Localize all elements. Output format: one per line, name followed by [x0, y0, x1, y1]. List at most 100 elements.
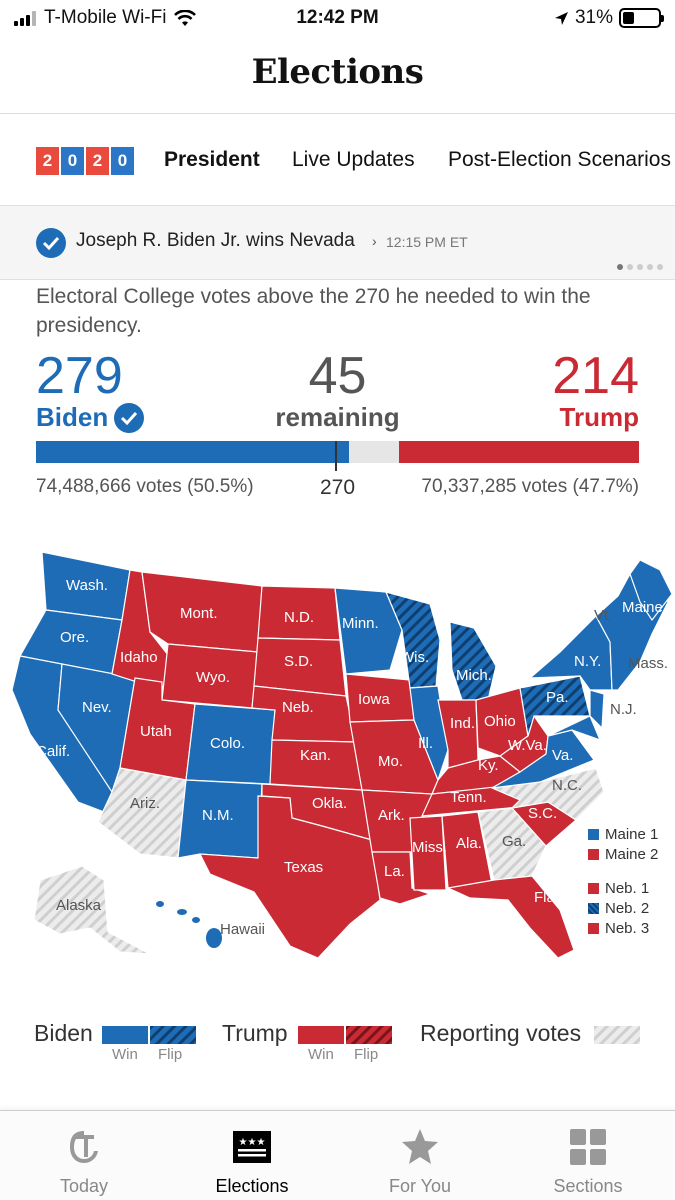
state-label: Calif. — [36, 743, 70, 760]
tab-president[interactable]: President — [164, 148, 260, 171]
state-label: Maine — [622, 599, 663, 616]
app-header: Elections — [0, 40, 675, 114]
legend-reporting-label: Reporting votes — [420, 1020, 582, 1046]
state-maine[interactable] — [629, 559, 673, 622]
state-label: Tenn. — [450, 789, 487, 806]
state-label: Ariz. — [130, 795, 160, 812]
state-pennsylvania[interactable] — [519, 675, 591, 737]
status-bar: T-Mobile Wi-Fi 12:42 PM 31% — [0, 0, 675, 40]
district-label: Neb. 3 — [605, 919, 650, 937]
legend-biden-label: Biden — [34, 1020, 93, 1046]
winner-check-icon — [114, 402, 145, 433]
district-swatch — [588, 902, 599, 914]
carousel-dot[interactable] — [617, 264, 623, 270]
district-swatch — [588, 882, 599, 894]
battery-icon — [619, 8, 664, 28]
battery-percent: 31% — [574, 7, 613, 28]
biden-label: Biden — [36, 402, 145, 433]
svg-text:★★★: ★★★ — [239, 1137, 266, 1148]
state-label: Ind. — [450, 715, 475, 732]
state-mississippi[interactable] — [409, 815, 447, 891]
district-label: Neb. 1 — [605, 879, 650, 897]
tab-live-updates[interactable]: Live Updates — [292, 148, 415, 171]
legend-biden-win-swatch — [102, 1026, 148, 1044]
carousel-dot[interactable] — [647, 264, 653, 270]
state-label: Pa. — [546, 689, 569, 706]
state-label: Colo. — [210, 735, 245, 752]
nav-label: Today — [59, 1176, 109, 1196]
state-virginia[interactable] — [491, 729, 595, 789]
remaining-electoral-votes: 45 — [308, 347, 367, 405]
nav-sections[interactable]: Sections — [504, 1111, 672, 1200]
banner-timestamp: 12:15 PM ET — [386, 234, 468, 250]
biden-electoral-votes: 279 — [36, 347, 123, 405]
summary-description: Electoral College votes above the 270 he… — [36, 285, 591, 337]
biden-bar-segment — [36, 441, 349, 463]
nav-elections[interactable]: ★★★ Elections — [168, 1111, 336, 1200]
year-2020-logo[interactable]: 2 0 2 0 — [36, 147, 134, 175]
state-label: N.Y. — [574, 653, 601, 670]
ballot-icon: ★★★ — [232, 1127, 272, 1167]
state-louisiana[interactable] — [371, 851, 432, 905]
district-legend-row: Maine 2 — [588, 844, 658, 864]
state-label: Ky. — [478, 757, 499, 774]
state-texas[interactable] — [198, 795, 381, 959]
location-arrow-icon — [554, 11, 568, 25]
state-label: Ohio — [484, 713, 516, 730]
nav-for-you[interactable]: For You — [336, 1111, 504, 1200]
state-label: Miss. — [412, 839, 447, 856]
state-maryland[interactable] — [547, 715, 602, 742]
state-north-carolina[interactable] — [489, 767, 605, 821]
district-legend-row: Neb. 1 — [588, 878, 658, 898]
state-alaska[interactable] — [33, 865, 151, 955]
clock: 12:42 PM — [296, 7, 379, 28]
year-digit: 0 — [111, 147, 134, 175]
bottom-navigation: Today ★★★ Elections For You — [0, 1110, 675, 1200]
carousel-dot[interactable] — [637, 264, 643, 270]
nav-today[interactable]: Today — [0, 1111, 168, 1200]
state-florida[interactable] — [445, 875, 575, 959]
state-label: N.C. — [552, 777, 582, 794]
biden-popular-votes: 74,488,666 votes (50.5%) — [36, 476, 254, 497]
state-label: Nev. — [82, 699, 112, 716]
state-label: Alaska — [56, 897, 102, 914]
state-label: Va. — [552, 747, 573, 764]
electoral-map[interactable]: Wash. Ore. Calif. Nev. Idaho Mont. Wyo. … — [0, 540, 675, 970]
district-label: Neb. 2 — [605, 899, 650, 917]
year-digit: 2 — [86, 147, 109, 175]
district-label: Maine 2 — [605, 845, 659, 863]
electoral-vote-bar — [36, 441, 639, 463]
state-michigan[interactable] — [449, 621, 497, 701]
election-tabs: 2 0 2 0 President Live Updates Post-Elec… — [0, 114, 675, 206]
state-label: Fla. — [534, 889, 559, 906]
legend-flip-label: Flip — [158, 1046, 183, 1063]
state-georgia[interactable] — [477, 807, 547, 881]
grid-icon — [568, 1127, 608, 1167]
wifi-icon — [174, 9, 197, 26]
news-banner[interactable]: Joseph R. Biden Jr. wins Nevada › 12:15 … — [0, 206, 675, 280]
legend-win-label: Win — [112, 1046, 138, 1063]
state-label: La. — [384, 863, 405, 880]
state-label: W.Va. — [508, 737, 547, 754]
trump-bar-segment — [399, 441, 639, 463]
state-new-jersey[interactable] — [589, 689, 605, 730]
tab-post-election-scenarios[interactable]: Post-Election Scenarios — [448, 148, 671, 171]
state-label: S.C. — [528, 805, 557, 822]
trump-popular-votes: 70,337,285 votes (47.7%) — [421, 476, 639, 497]
legend-win-label: Win — [308, 1046, 334, 1063]
state-minnesota[interactable] — [334, 587, 403, 675]
district-swatch — [588, 848, 599, 860]
carousel-dots[interactable] — [617, 264, 663, 270]
state-illinois[interactable] — [409, 685, 449, 782]
state-label: Ill. — [418, 735, 433, 752]
state-label: Neb. — [282, 699, 314, 716]
carousel-dot[interactable] — [657, 264, 663, 270]
year-digit: 2 — [36, 147, 59, 175]
state-label: S.D. — [284, 653, 313, 670]
district-legend-row: Maine 1 — [588, 824, 658, 844]
district-legend-row: Neb. 2 — [588, 898, 658, 918]
state-hawaii[interactable] — [156, 901, 222, 948]
state-label: Wash. — [66, 577, 108, 594]
threshold-marker — [335, 441, 337, 471]
carousel-dot[interactable] — [627, 264, 633, 270]
